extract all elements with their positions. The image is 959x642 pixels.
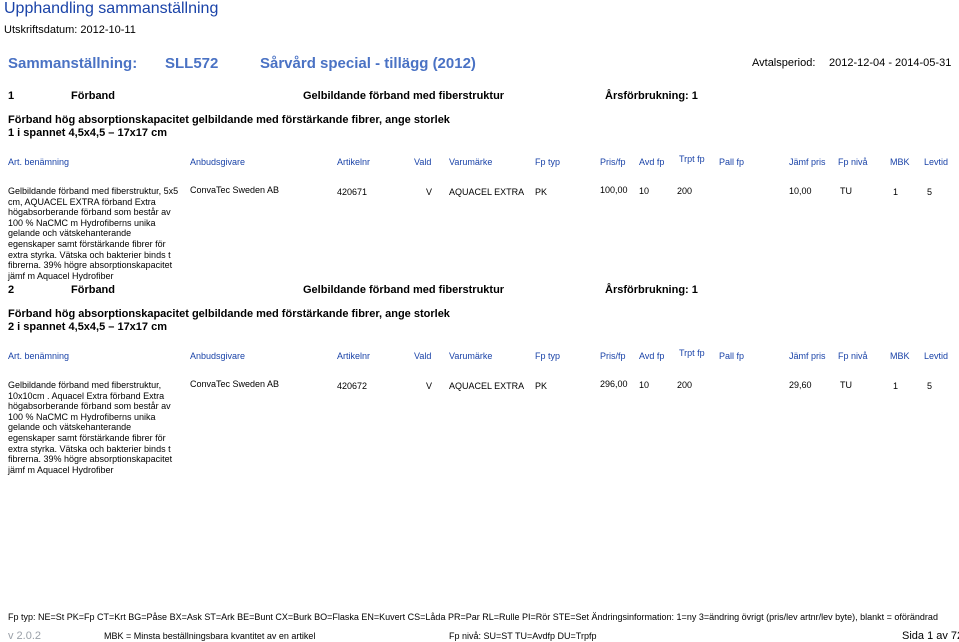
summary-code: SLL572 — [165, 55, 219, 72]
section-annual-usage: Årsförbrukning: 1 — [605, 90, 698, 102]
trpt-fp: 200 — [677, 380, 693, 390]
print-date: Utskriftsdatum: 2012-10-11 — [4, 24, 136, 36]
col-delivery-time: Levtid — [924, 157, 949, 167]
chosen: V — [426, 381, 433, 391]
col-art-name: Art. benämning — [8, 351, 70, 361]
col-compare-price: Jämf pris — [789, 351, 826, 361]
price: 100,00 — [600, 185, 628, 195]
chosen: V — [426, 187, 433, 197]
period-label: Avtalsperiod: — [752, 57, 816, 69]
section-category: Förband — [71, 284, 115, 296]
col-trpt-fp: Trpt fp — [679, 154, 705, 164]
fp-type: PK — [535, 187, 548, 197]
section-number: 1 — [8, 90, 15, 102]
section-number: 2 — [8, 284, 15, 296]
section-subcategory: Gelbildande förband med fiberstruktur — [303, 90, 505, 102]
fp-level-note: Fp nivå: SU=ST TU=Avdfp DU=Trpfp — [449, 631, 597, 641]
page-title: Upphandling sammanställning — [4, 0, 219, 17]
supplier: ConvaTec Sweden AB — [190, 379, 280, 389]
col-brand: Varumärke — [449, 157, 493, 167]
col-price: Pris/fp — [600, 351, 626, 361]
supplier: ConvaTec Sweden AB — [190, 185, 280, 195]
summary-name: Sårvård special - tillägg (2012) — [260, 55, 476, 72]
brand: AQUACEL EXTRA — [449, 187, 525, 197]
article-number: 420671 — [337, 187, 368, 197]
delivery-time: 5 — [927, 381, 933, 391]
col-mbk: MBK — [890, 157, 910, 167]
col-fp-type: Fp typ — [535, 157, 561, 167]
article-name: Gelbildande förband med fiberstruktur, 5… — [8, 186, 179, 281]
page-indicator: Sida 1 av 72 — [902, 630, 959, 642]
avd-fp: 10 — [639, 380, 650, 390]
mbk-note: MBK = Minsta beställningsbara kvantitet … — [104, 631, 316, 641]
col-article-number: Artikelnr — [337, 157, 371, 167]
col-trpt-fp: Trpt fp — [679, 348, 705, 358]
mbk: 1 — [893, 187, 899, 197]
col-mbk: MBK — [890, 351, 910, 361]
footer-legend: Fp typ: NE=St PK=Fp CT=Krt BG=Påse BX=As… — [8, 612, 938, 622]
col-pall-fp: Pall fp — [719, 157, 745, 167]
compare-price: 10,00 — [789, 186, 812, 196]
section-range: 2 i spannet 4,5x4,5 – 17x17 cm — [8, 321, 167, 333]
compare-price: 29,60 — [789, 380, 812, 390]
col-chosen: Vald — [414, 351, 432, 361]
fp-level: TU — [840, 186, 852, 196]
brand: AQUACEL EXTRA — [449, 381, 525, 391]
period-value: 2012-12-04 - 2014-05-31 — [829, 57, 952, 69]
fp-level: TU — [840, 380, 852, 390]
col-article-number: Artikelnr — [337, 351, 371, 361]
article-name: Gelbildande förband med fiberstruktur, 1… — [8, 380, 173, 475]
col-fp-level: Fp nivå — [838, 351, 868, 361]
section-range: 1 i spannet 4,5x4,5 – 17x17 cm — [8, 127, 167, 139]
col-chosen: Vald — [414, 157, 432, 167]
col-pall-fp: Pall fp — [719, 351, 745, 361]
summary-label: Sammanställning: — [8, 55, 138, 72]
col-price: Pris/fp — [600, 157, 626, 167]
section-annual-usage: Årsförbrukning: 1 — [605, 284, 698, 296]
delivery-time: 5 — [927, 187, 933, 197]
col-supplier: Anbudsgivare — [190, 351, 246, 361]
col-fp-type: Fp typ — [535, 351, 561, 361]
fp-type: PK — [535, 381, 548, 391]
col-brand: Varumärke — [449, 351, 493, 361]
section-description: Förband hög absorptionskapacitet gelbild… — [8, 308, 450, 320]
section-subcategory: Gelbildande förband med fiberstruktur — [303, 284, 505, 296]
avd-fp: 10 — [639, 186, 650, 196]
col-avd-fp: Avd fp — [639, 351, 665, 361]
col-delivery-time: Levtid — [924, 351, 949, 361]
section-category: Förband — [71, 90, 115, 102]
mbk: 1 — [893, 381, 899, 391]
version-label: v 2.0.2 — [8, 630, 42, 642]
col-art-name: Art. benämning — [8, 157, 70, 167]
price: 296,00 — [600, 379, 628, 389]
col-supplier: Anbudsgivare — [190, 157, 246, 167]
trpt-fp: 200 — [677, 186, 693, 196]
col-compare-price: Jämf pris — [789, 157, 826, 167]
article-number: 420672 — [337, 381, 368, 391]
col-fp-level: Fp nivå — [838, 157, 868, 167]
section-description: Förband hög absorptionskapacitet gelbild… — [8, 114, 450, 126]
col-avd-fp: Avd fp — [639, 157, 665, 167]
